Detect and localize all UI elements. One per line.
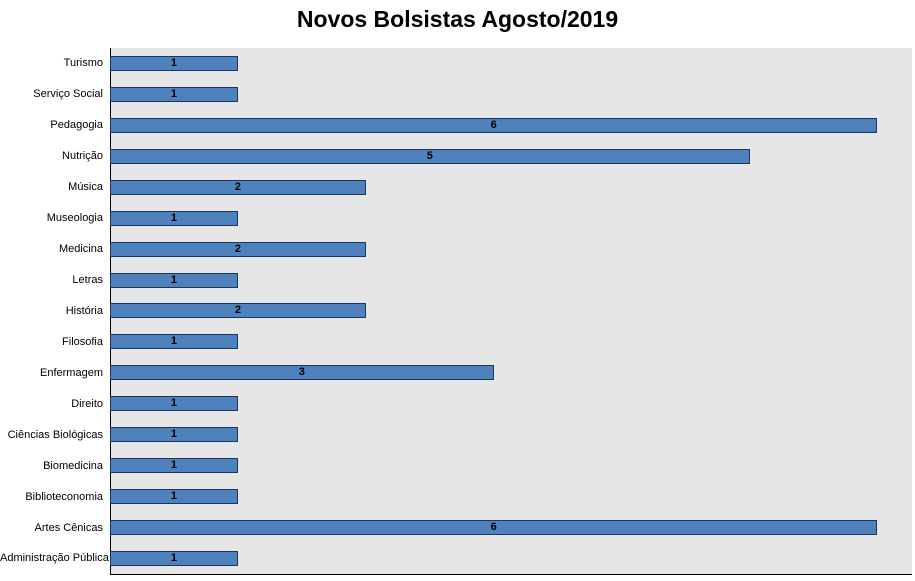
bar-value-label: 1: [170, 87, 178, 100]
bar: 1: [110, 489, 238, 505]
chart-row: Música 2: [0, 172, 912, 203]
category-label: Museologia: [46, 212, 103, 225]
chart-row: Artes Cênicas 6: [0, 512, 912, 543]
bar: 2: [110, 241, 366, 257]
bar-track: 1: [110, 419, 912, 450]
chart-row: Turismo 1: [0, 48, 912, 79]
bar: 2: [110, 179, 366, 195]
bar-track: 1: [110, 388, 912, 419]
bar-track: 2: [110, 172, 912, 203]
chart-title: Novos Bolsistas Agosto/2019: [296, 6, 619, 32]
bar: 1: [110, 550, 238, 566]
bar: 6: [110, 117, 878, 133]
category-label: Biblioteconomia: [25, 490, 103, 503]
chart-row: História 2: [0, 296, 912, 327]
category-label: Serviço Social: [33, 88, 103, 101]
bar-track: 1: [110, 481, 912, 512]
bar: 5: [110, 148, 750, 164]
bar-value-label: 2: [234, 304, 241, 317]
chart-row: Nutrição 5: [0, 141, 912, 172]
category-label: Biomedicina: [43, 459, 103, 472]
bar-value-label: 1: [170, 428, 178, 441]
category-label: Turismo: [63, 57, 103, 70]
category-label: Administração Pública: [0, 552, 109, 565]
chart-row: Pedagogia 6: [0, 110, 912, 141]
chart-row: Medicina 2: [0, 234, 912, 265]
category-label: Nutrição: [62, 150, 103, 163]
chart-row: Letras 1: [0, 265, 912, 296]
bar-value-label: 1: [170, 551, 178, 564]
bar-track: 1: [110, 203, 912, 234]
category-label: Letras: [72, 274, 103, 287]
bar-value-label: 1: [170, 459, 178, 472]
bar-track: 3: [110, 357, 912, 388]
bar: 1: [110, 210, 238, 226]
bar-value-label: 1: [170, 397, 178, 410]
bar-track: 1: [110, 450, 912, 481]
chart-rows: Turismo 1 Serviço Social 1 Pedagogia 6 Nutriçã…: [0, 48, 912, 574]
bar: 1: [110, 334, 238, 350]
bar-value-label: 6: [490, 521, 497, 534]
category-label: Direito: [71, 397, 103, 410]
chart-row: Direito 1: [0, 388, 912, 419]
bar-value-label: 1: [170, 490, 178, 503]
category-label: Medicina: [58, 243, 103, 256]
bar-value-label: 1: [170, 273, 178, 286]
category-label: Filosofia: [62, 335, 103, 348]
bar-track: 2: [110, 234, 912, 265]
chart-row: Biomedicina 1: [0, 450, 912, 481]
bar-value-label: 1: [170, 56, 178, 69]
bar-value-label: 6: [490, 118, 497, 131]
chart-row: Administração Pública 1: [0, 543, 912, 574]
bar: 1: [110, 272, 238, 288]
bar-value-label: 1: [170, 211, 178, 224]
category-label: Enfermagem: [40, 366, 103, 379]
bar-value-label: 2: [234, 180, 241, 193]
bar-track: 6: [110, 110, 912, 141]
category-label: Música: [68, 181, 103, 194]
bar-track: 5: [110, 141, 912, 172]
bar-track: 2: [110, 296, 912, 327]
chart-row: Ciências Biológicas 1: [0, 419, 912, 450]
bar: 1: [110, 396, 238, 412]
bar: 6: [110, 520, 878, 536]
bar-track: 1: [110, 326, 912, 357]
chart-row: Biblioteconomia 1: [0, 481, 912, 512]
bar: 2: [110, 303, 366, 319]
bar: 3: [110, 365, 494, 381]
chart-row: Museologia 1: [0, 203, 912, 234]
bar: 1: [110, 427, 238, 443]
category-label: História: [65, 304, 103, 317]
category-label: Ciências Biológicas: [7, 428, 103, 441]
bar: 1: [110, 86, 238, 102]
bar-track: 1: [110, 79, 912, 110]
category-label: Pedagogia: [50, 119, 103, 132]
chart-row: Filosofia 1: [0, 326, 912, 357]
bar-value-label: 1: [170, 335, 178, 348]
bar-track: 6: [110, 512, 912, 543]
bar-track: 1: [110, 48, 912, 79]
bar-value-label: 3: [298, 366, 305, 379]
bar-value-label: 5: [426, 149, 433, 162]
chart-row: Enfermagem 3: [0, 357, 912, 388]
chart-row: Serviço Social 1: [0, 79, 912, 110]
category-label: Artes Cênicas: [34, 521, 103, 534]
bar: 1: [110, 55, 238, 71]
bar: 1: [110, 458, 238, 474]
bar-value-label: 2: [234, 242, 241, 255]
bar-track: 1: [110, 265, 912, 296]
bar-track: 1: [110, 543, 912, 574]
